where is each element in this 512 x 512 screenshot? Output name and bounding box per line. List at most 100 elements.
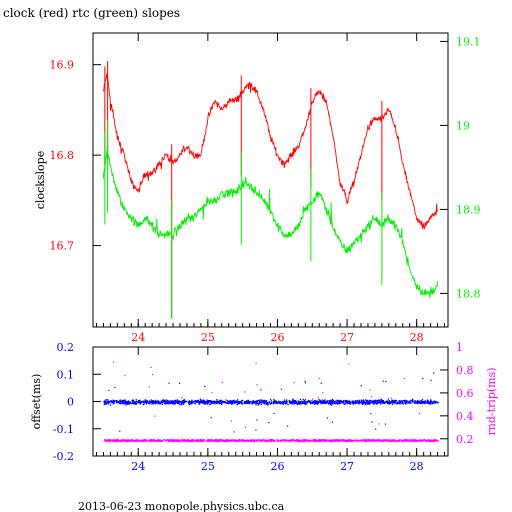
- offset-point: [252, 400, 254, 403]
- offset-outlier: [320, 382, 322, 384]
- offset-point: [144, 399, 146, 401]
- offset-point: [257, 399, 259, 402]
- offset-point: [279, 403, 281, 405]
- rnd-trip-point: [125, 441, 127, 443]
- rnd-trip-point: [207, 440, 209, 442]
- offset-outlier: [371, 421, 373, 423]
- offset-point: [390, 402, 392, 404]
- offset-point: [264, 400, 266, 403]
- x-tick-label: 26: [270, 331, 284, 344]
- rnd-trip-point: [365, 440, 367, 443]
- offset-point: [232, 401, 234, 403]
- offset-point: [164, 402, 166, 404]
- rnd-trip-outlier: [361, 400, 363, 402]
- rnd-trip-point: [412, 438, 414, 441]
- offset-point: [399, 403, 401, 405]
- offset-point: [198, 403, 201, 405]
- offset-point: [373, 403, 375, 405]
- offset-point: [349, 400, 351, 402]
- rnd-trip-point: [220, 440, 222, 442]
- rnd-trip-point: [235, 440, 238, 442]
- rnd-trip-point: [171, 439, 173, 441]
- rnd-trip-point: [207, 439, 209, 441]
- offset-point: [282, 401, 284, 403]
- rnd-trip-point: [418, 439, 420, 442]
- offset-point: [305, 402, 307, 404]
- rnd-trip-point: [314, 440, 316, 442]
- offset-point: [367, 403, 369, 405]
- offset-point: [421, 398, 424, 401]
- offset-point: [262, 402, 264, 404]
- offset-point: [127, 403, 129, 405]
- offset-point: [404, 399, 406, 401]
- offset-point: [145, 403, 148, 405]
- offset-point: [362, 401, 364, 404]
- offset-point: [162, 401, 165, 403]
- offset-point: [209, 403, 212, 405]
- rnd-trip-point: [217, 439, 219, 442]
- offset-point: [120, 400, 122, 402]
- rnd-trip-point: [380, 440, 382, 442]
- rnd-trip-outlier: [225, 402, 227, 404]
- rnd-trip-point: [204, 439, 206, 441]
- rnd-trip-point: [413, 439, 415, 442]
- offset-point: [136, 402, 138, 404]
- offset-point: [352, 403, 355, 405]
- offset-point: [154, 400, 156, 403]
- x-tick-label: 24: [131, 460, 145, 473]
- rnd-trip-point: [105, 439, 108, 442]
- offset-point: [337, 401, 339, 404]
- offset-point: [227, 400, 229, 402]
- offset-point: [208, 400, 210, 402]
- offset-point: [148, 402, 150, 404]
- rnd-trip-axis-label: rnd-trip(ms): [485, 368, 498, 436]
- offset-point: [285, 400, 287, 402]
- offset-point: [161, 403, 164, 405]
- rnd-trip-point: [226, 440, 228, 442]
- offset-point: [326, 402, 328, 404]
- offset-point: [314, 402, 316, 404]
- offset-point: [430, 399, 432, 402]
- rnd-trip-point: [289, 440, 291, 442]
- y-tick-label: 0.1: [57, 368, 75, 381]
- y-tick-label: 0.2: [57, 341, 75, 354]
- rnd-trip-outlier: [230, 420, 232, 422]
- offset-outlier: [326, 417, 328, 419]
- offset-point: [299, 401, 301, 403]
- offset-point: [122, 399, 124, 402]
- rnd-trip-point: [148, 441, 150, 443]
- rnd-trip-point: [406, 439, 408, 441]
- offset-point: [252, 400, 254, 402]
- rnd-trip-point: [278, 439, 280, 442]
- rnd-trip-point: [258, 439, 261, 441]
- rnd-trip-point: [303, 439, 306, 441]
- offset-point: [292, 401, 294, 403]
- rnd-trip-point: [428, 440, 430, 442]
- rnd-trip-point: [137, 440, 139, 443]
- rnd-trip-point: [352, 440, 354, 442]
- rnd-trip-point: [140, 440, 143, 442]
- offset-point: [181, 401, 183, 403]
- offset-point: [430, 403, 432, 405]
- rnd-trip-point: [130, 439, 133, 441]
- offset-point: [126, 401, 128, 403]
- offset-point: [421, 402, 423, 405]
- offset-point: [358, 402, 361, 404]
- rnd-trip-point: [164, 439, 166, 442]
- offset-point: [273, 401, 275, 403]
- offset-point: [174, 402, 177, 404]
- offset-point: [184, 400, 186, 402]
- offset-outlier: [370, 413, 372, 415]
- offset-outlier: [168, 382, 170, 384]
- offset-point: [396, 403, 399, 405]
- offset-point: [308, 401, 310, 403]
- rnd-trip-point: [214, 439, 216, 441]
- offset-point: [274, 402, 276, 404]
- rnd-trip-point: [207, 440, 209, 443]
- offset-point: [255, 404, 257, 406]
- offset-point: [388, 401, 390, 403]
- offset-point: [265, 400, 267, 402]
- offset-point: [390, 401, 392, 403]
- offset-point: [290, 402, 292, 405]
- rnd-trip-point: [222, 439, 224, 441]
